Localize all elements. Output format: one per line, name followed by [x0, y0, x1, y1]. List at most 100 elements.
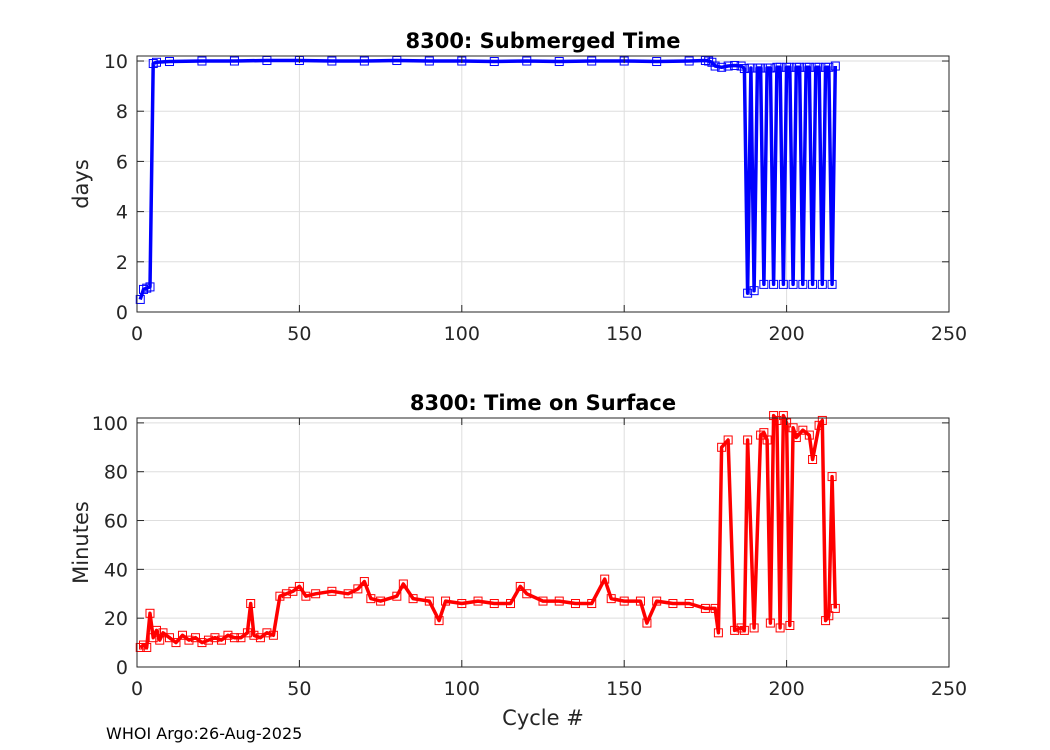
surface-point-19	[236, 633, 246, 643]
surface-point-9	[171, 638, 181, 648]
surface-point-11	[184, 635, 194, 645]
surface-y-tick-label-3: 60	[104, 511, 128, 533]
submerged-point-36	[756, 63, 766, 73]
surface-point-79	[778, 411, 788, 421]
submerged-point-21	[652, 57, 662, 67]
submerged-point-43	[778, 279, 788, 289]
submerged-plot-area	[137, 56, 949, 312]
surface-point-29	[294, 581, 304, 591]
surface-point-51	[554, 596, 564, 606]
surface-x-tick-label-0: 0	[131, 678, 143, 700]
surface-point-25	[268, 630, 278, 640]
surface-point-41	[424, 596, 434, 606]
surface-point-74	[762, 435, 772, 445]
submerged-point-6	[164, 57, 174, 67]
submerged-point-0	[135, 294, 145, 304]
surface-point-1	[138, 640, 148, 650]
surface-point-31	[311, 589, 321, 599]
submerged-point-24	[704, 56, 714, 66]
surface-point-7	[158, 628, 168, 638]
submerged-x-tick-label-3: 150	[606, 323, 642, 345]
submerged-point-19	[587, 56, 597, 66]
surface-x-tick-label-1: 50	[287, 678, 311, 700]
submerged-point-17	[522, 56, 532, 66]
submerged-point-55	[817, 279, 827, 289]
surface-point-90	[824, 611, 834, 621]
surface-chart-title: 8300: Time on Surface	[410, 391, 676, 415]
surface-point-48	[515, 581, 525, 591]
surface-y-tick-label-1: 20	[104, 608, 128, 630]
surface-point-16	[216, 635, 226, 645]
submerged-point-1	[138, 284, 148, 294]
surface-x-tick-label-5: 250	[931, 678, 967, 700]
surface-axes-frame	[136, 417, 950, 668]
submerged-point-26	[710, 61, 720, 71]
surface-point-45	[473, 596, 483, 606]
surface-point-36	[366, 594, 376, 604]
surface-point-47	[506, 599, 516, 609]
submerged-point-14	[424, 56, 434, 66]
surface-point-85	[804, 430, 814, 440]
submerged-y-tick-label-2: 4	[116, 202, 128, 224]
surface-point-6	[155, 635, 165, 645]
submerged-series-line	[138, 58, 838, 301]
surface-y-tick-label-4: 80	[104, 462, 128, 484]
surface-point-87	[814, 420, 824, 430]
surface-point-18	[229, 633, 239, 643]
surface-point-83	[791, 433, 801, 443]
submerged-point-22	[684, 56, 694, 66]
surface-point-10	[177, 630, 187, 640]
surface-point-86	[808, 455, 818, 464]
submerged-point-46	[788, 279, 798, 289]
surface-point-68	[736, 623, 746, 633]
surface-point-13	[197, 638, 207, 648]
surface-point-84	[798, 425, 808, 435]
surface-point-39	[398, 579, 408, 589]
surface-point-70	[743, 435, 753, 445]
submerged-point-30	[736, 61, 746, 71]
surface-point-82	[788, 423, 798, 433]
surface-point-33	[343, 589, 353, 599]
surface-point-2	[142, 642, 152, 652]
submerged-point-7	[197, 56, 207, 66]
surface-x-axis-label: Cycle #	[502, 706, 584, 730]
surface-point-26	[275, 591, 285, 601]
submerged-time-panel: 0 50 100 150 200 250 0 2 4 6 8 10 8300: Submerged Ti…	[69, 29, 967, 345]
surface-x-tick-label-3: 150	[606, 678, 642, 700]
submerged-point-32	[743, 288, 753, 298]
surface-point-38	[392, 591, 402, 601]
surface-point-43	[441, 596, 451, 606]
surface-time-panel: 0 50 100 150 200 250 0 20 40 60 80 100 8300: Time on…	[69, 391, 967, 730]
submerged-point-23	[700, 56, 710, 66]
surface-point-65	[717, 442, 727, 452]
surface-point-77	[772, 415, 782, 425]
submerged-point-40	[769, 279, 779, 289]
surface-point-91	[827, 472, 837, 482]
surface-point-92	[830, 603, 840, 613]
surface-y-axis-label: Minutes	[69, 501, 93, 584]
surface-x-tick-label-4: 200	[768, 678, 804, 700]
submerged-y-axis-label: days	[69, 159, 93, 209]
surface-point-81	[785, 621, 795, 630]
submerged-y-tick-label-0: 0	[116, 302, 128, 324]
submerged-point-12	[359, 56, 369, 66]
surface-point-8	[164, 633, 174, 643]
submerged-point-52	[808, 279, 818, 289]
surface-point-61	[684, 599, 694, 609]
surface-y-tick-label-0: 0	[116, 657, 128, 679]
surface-point-66	[723, 435, 733, 445]
submerged-point-34	[749, 286, 759, 296]
surface-point-88	[817, 415, 827, 425]
surface-point-58	[642, 618, 652, 628]
submerged-chart-title: 8300: Submerged Time	[405, 29, 680, 53]
surface-point-14	[203, 635, 213, 645]
submerged-point-29	[730, 61, 740, 71]
submerged-point-5	[151, 57, 161, 67]
surface-point-67	[730, 625, 740, 635]
submerged-point-59	[830, 61, 840, 71]
submerged-point-28	[723, 61, 733, 71]
surface-point-75	[765, 618, 775, 628]
submerged-y-tick-label-1: 2	[116, 252, 128, 274]
surface-point-42	[434, 616, 444, 626]
